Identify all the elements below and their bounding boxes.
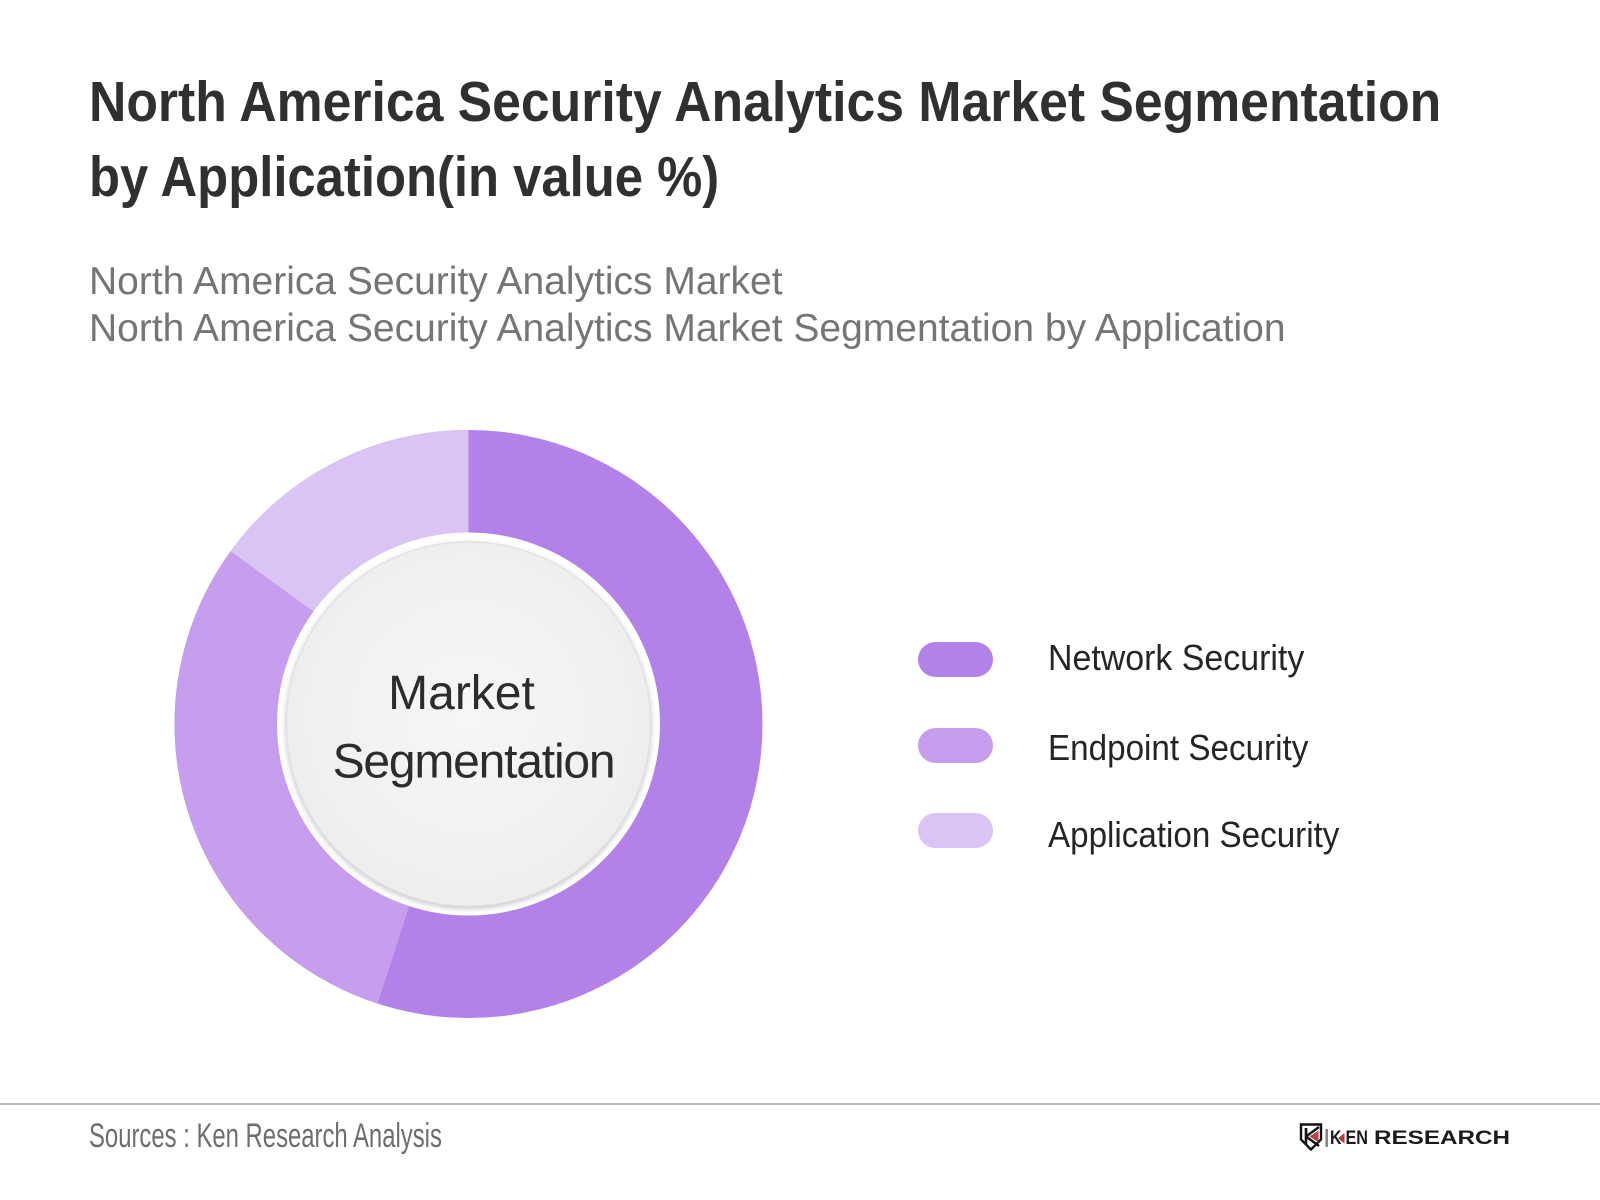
svg-text:K: K bbox=[1330, 1127, 1342, 1149]
svg-text:EN: EN bbox=[1346, 1127, 1369, 1149]
svg-text:RESEARCH: RESEARCH bbox=[1374, 1127, 1510, 1149]
svg-text:Market: Market bbox=[388, 667, 535, 720]
svg-text:Segmentation: Segmentation bbox=[333, 736, 615, 789]
